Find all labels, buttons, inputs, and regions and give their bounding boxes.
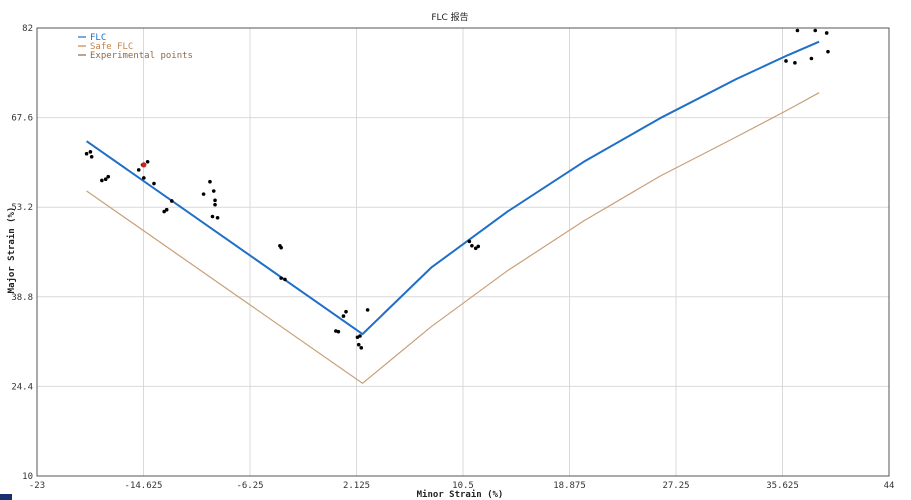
x-tick-labels: -23 -14.625 -6.25 2.125 10.5 18.875 27.25 35.62… <box>29 481 895 491</box>
experimental-point <box>824 31 829 35</box>
safe-flc-line <box>86 92 820 384</box>
experimental-point <box>215 215 220 220</box>
experimental-point <box>793 61 797 65</box>
experimental-point <box>211 189 216 193</box>
experimental-point <box>283 277 287 282</box>
x-tick-label: 2.125 <box>343 481 370 491</box>
experimental-point <box>164 207 169 212</box>
x-tick-label: 18.875 <box>553 481 586 491</box>
experimental-point <box>467 239 472 244</box>
x-tick-label: 35.625 <box>766 481 799 491</box>
experimental-point <box>201 192 206 196</box>
experimental-point <box>470 243 474 248</box>
experimental-point <box>344 309 348 314</box>
experimental-point <box>106 174 111 179</box>
experimental-point <box>103 177 108 181</box>
experimental-point <box>359 346 364 350</box>
experimental-point <box>169 199 174 203</box>
experimental-point <box>356 342 361 347</box>
corner-indicator <box>0 494 12 500</box>
experimental-point <box>152 181 156 186</box>
experimental-point <box>142 176 146 180</box>
experimental-point <box>136 168 141 172</box>
x-tick-label: -6.25 <box>236 481 263 491</box>
x-axis-title: Minor Strain (%) <box>417 489 504 500</box>
experimental-point <box>473 246 478 251</box>
experimental-point <box>88 150 93 154</box>
experimental-point <box>162 209 166 214</box>
y-axis-title: Major Strain (%) <box>6 207 17 294</box>
experimental-point <box>208 179 212 184</box>
chart-title: FLC 报告 <box>431 11 468 23</box>
experimental-point <box>809 56 814 61</box>
experimental-point <box>341 314 346 318</box>
experimental-point <box>813 28 818 33</box>
legend-entry: Safe FLC <box>90 42 133 52</box>
experimental-points <box>84 28 830 350</box>
highlighted-point <box>141 162 147 168</box>
y-tick-label: 67.6 <box>11 114 33 124</box>
flc-line <box>86 40 820 336</box>
y-tick-label: 82 <box>22 24 33 34</box>
legend-entry: FLC <box>90 33 106 43</box>
plot-frame <box>36 27 890 477</box>
experimental-point <box>365 308 370 312</box>
y-tick-label: 10 <box>22 472 33 482</box>
experimental-point <box>826 49 830 54</box>
experimental-point <box>84 151 89 156</box>
y-tick-label: 24.4 <box>11 382 33 392</box>
experimental-point <box>100 178 104 183</box>
experimental-point <box>213 198 217 203</box>
legend-entry: Experimental points <box>90 51 193 61</box>
x-tick-label: 44 <box>884 481 895 491</box>
y-tick-label: 38.8 <box>11 293 33 303</box>
experimental-point <box>210 214 215 219</box>
experimental-point <box>279 276 283 280</box>
x-tick-label: 27.25 <box>662 481 689 491</box>
experimental-point <box>784 59 788 63</box>
experimental-point <box>795 28 800 33</box>
y-tick-labels: 10 24.4 38.8 53.2 67.6 82 <box>11 24 33 482</box>
series-lines <box>86 40 820 384</box>
experimental-point <box>358 334 362 338</box>
x-tick-label: 10.5 <box>452 481 474 491</box>
x-tick-label: -23 <box>29 481 45 491</box>
experimental-point <box>213 202 217 207</box>
experimental-point <box>279 245 283 250</box>
experimental-point <box>476 244 481 249</box>
experimental-point <box>336 329 341 334</box>
experimental-point <box>89 155 94 159</box>
y-tick-label: 53.2 <box>11 203 33 213</box>
x-tick-label: -14.625 <box>125 481 163 491</box>
experimental-point <box>145 159 150 164</box>
